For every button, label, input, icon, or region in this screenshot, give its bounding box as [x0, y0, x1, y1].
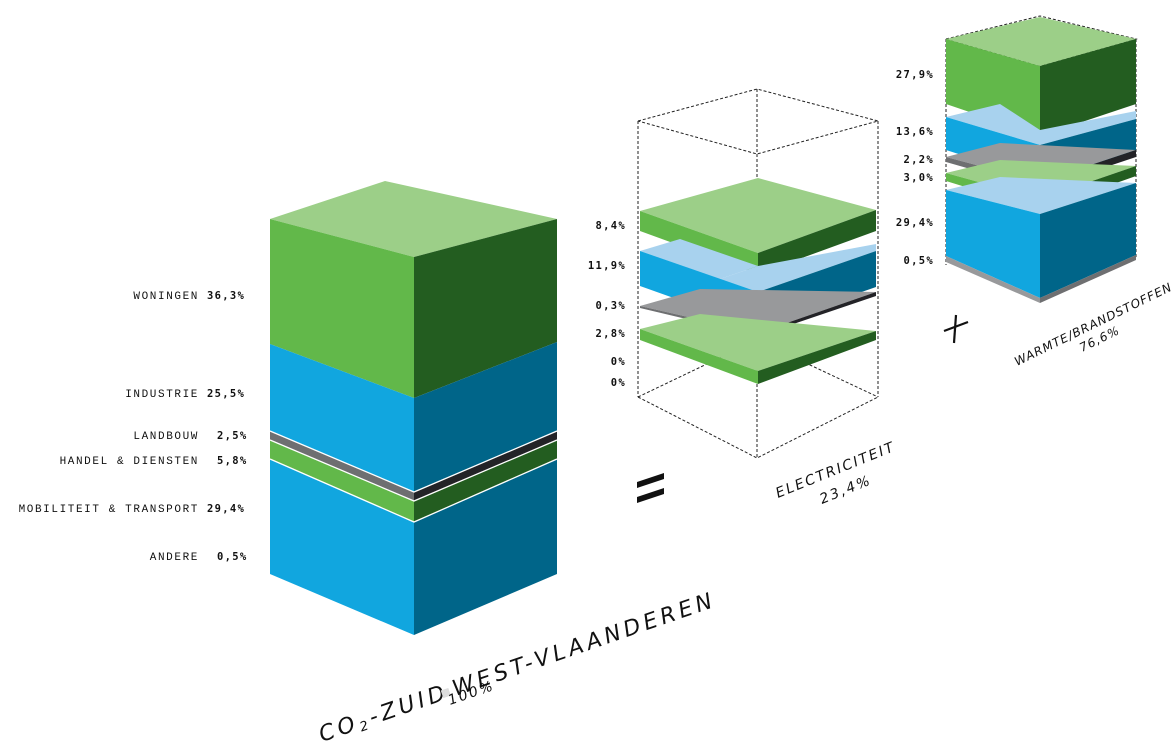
title-co-text: CO — [316, 711, 363, 748]
w-woningen-side — [1040, 39, 1136, 136]
w-value-5: 29,4% — [896, 217, 934, 229]
industrie-side-face — [414, 342, 557, 492]
mobiliteit-transport-front-face — [270, 459, 414, 635]
andere-value: 0,5% — [217, 551, 248, 563]
e-handel-side — [758, 331, 876, 384]
industrie-front-face — [270, 344, 414, 492]
w-mobiliteit-top — [946, 177, 1136, 214]
w-value-6: 0,5% — [904, 255, 935, 267]
w-andere-front — [946, 256, 1040, 303]
warmth-stack — [945, 15, 1138, 303]
w-industrie-top — [946, 104, 1040, 145]
w-mobiliteit-front — [946, 190, 1040, 298]
e-woningen-top — [640, 178, 876, 253]
main-title-text: CO2-ZUID — [316, 680, 453, 749]
e-value-1: 8,4% — [596, 220, 627, 232]
handel-diensten-label: HANDEL & DIENSTEN — [60, 456, 199, 468]
w-value-2: 13,6% — [896, 126, 934, 138]
warmth-labels: 27,9% 13,6% 2,2% 3,0% 29,4% 0,5% — [896, 69, 935, 267]
electricity-wireframe-bottom — [637, 396, 879, 459]
w-value-3: 2,2% — [904, 154, 935, 166]
e-value-6: 0% — [611, 377, 626, 389]
main-separator-2 — [269, 439, 558, 502]
handel-diensten-side-face — [414, 440, 557, 522]
industrie-value: 25,5% — [207, 388, 245, 400]
industrie-label: INDUSTRIE — [125, 389, 199, 401]
electricity-stack — [637, 88, 880, 459]
e-value-5: 0% — [611, 356, 626, 368]
e-value-3: 0,3% — [596, 300, 627, 312]
landbouw-value: 2,5% — [217, 430, 248, 442]
e-value-4: 2,8% — [596, 328, 627, 340]
main-stack-top-face — [270, 181, 557, 257]
main-stack — [269, 181, 558, 635]
e-industrie-top-right — [720, 244, 876, 292]
main-separator-1 — [269, 430, 558, 493]
main-separator-3 — [269, 458, 558, 523]
electricity-wireframe-top — [637, 88, 880, 155]
w-value-4: 3,0% — [904, 172, 935, 184]
handel-diensten-front-face — [270, 440, 414, 522]
w-woningen-top — [946, 17, 1136, 66]
w-value-1: 27,9% — [896, 69, 934, 81]
e-landbouw-top — [640, 289, 876, 333]
woningen-value: 36,3% — [207, 290, 245, 302]
w-andere-side — [1040, 255, 1136, 303]
e-industrie-top — [640, 239, 758, 279]
title-separator-square — [440, 687, 451, 699]
w-industrie-top-right — [1040, 111, 1136, 145]
woningen-side-face — [414, 219, 557, 398]
landbouw-front-face — [270, 431, 414, 501]
andere-label: ANDERE — [150, 552, 199, 564]
mobiliteit-transport-side-face — [414, 459, 557, 635]
title-zuid-text: -ZUID — [366, 680, 452, 731]
woningen-front-face — [270, 219, 414, 398]
w-mobiliteit-side — [1040, 183, 1136, 298]
e-handel-top — [640, 314, 876, 371]
electricity-labels: 8,4% 11,9% 0,3% 2,8% 0% 0% — [588, 220, 627, 389]
mobiliteit-transport-label: MOBILITEIT & TRANSPORT — [19, 504, 199, 516]
woningen-label: WONINGEN — [133, 291, 199, 303]
plus-sign — [943, 314, 969, 344]
landbouw-label: LANDBOUW — [133, 431, 199, 443]
landbouw-side-face — [414, 431, 557, 501]
e-value-2: 11,9% — [588, 260, 626, 272]
equals-sign — [637, 473, 664, 503]
title-co2-subscript: 2 — [358, 717, 374, 735]
mobiliteit-transport-value: 29,4% — [207, 503, 245, 515]
handel-diensten-value: 5,8% — [217, 455, 248, 467]
e-handel-front — [640, 329, 758, 384]
main-stack-labels: WONINGEN 36,3% INDUSTRIE 25,5% LANDBOUW … — [19, 290, 248, 564]
e-woningen-side — [758, 210, 876, 274]
